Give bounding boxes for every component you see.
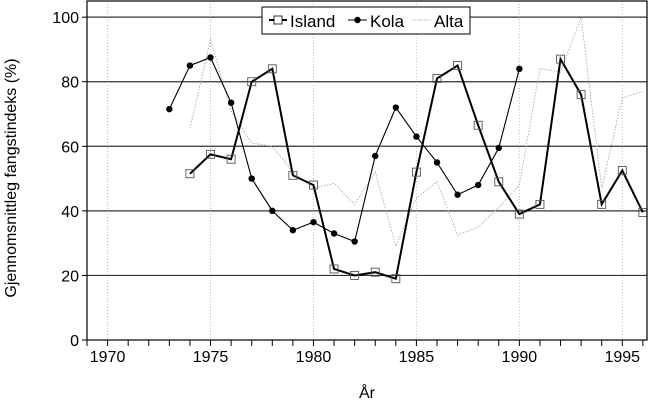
plot-frame [86, 0, 648, 341]
island-point [206, 149, 215, 159]
kola-point [186, 62, 194, 69]
kola-point [289, 227, 297, 234]
island-point [185, 169, 195, 179]
island-point [370, 267, 380, 277]
kola-point [310, 218, 317, 226]
y-tick-label: 0 [70, 333, 79, 350]
x-tick-label: 1975 [193, 349, 229, 366]
island-point [556, 54, 565, 64]
legend-kola-label: Kola [370, 12, 405, 31]
island-point [473, 120, 483, 130]
axes: 0 20 40 60 80 100 1970 1975 1980 1985 1990 1995 [52, 10, 644, 366]
y-tick-label: 40 [61, 204, 79, 221]
x-tick-label: 1990 [502, 349, 538, 366]
kola-point [330, 230, 338, 237]
y-tick-label: 20 [61, 268, 79, 285]
grid [87, 1, 647, 340]
island-point [453, 61, 463, 71]
y-tick-label: 100 [52, 10, 79, 27]
series-group [166, 16, 648, 284]
kola-point [207, 54, 214, 61]
kola-point [516, 65, 523, 73]
island-point [535, 199, 545, 209]
island-point [617, 166, 627, 175]
series-alta-line [189, 16, 644, 248]
kola-point [269, 207, 276, 215]
y-axis-label: Gjennomsnittleg fangstindeks (%) [3, 58, 20, 297]
kola-point [433, 159, 441, 166]
island-point [597, 199, 607, 209]
kola-point [372, 152, 379, 160]
legend-island-label: Island [290, 12, 335, 31]
island-point [288, 170, 298, 180]
legend-alta-label: Alta [434, 12, 464, 31]
legend-island-marker [273, 15, 283, 25]
kola-point [227, 99, 235, 106]
x-tick-label: 1970 [90, 349, 126, 366]
y-tick-label: 80 [61, 75, 79, 92]
x-axis-label: År [359, 383, 376, 402]
kola-point [166, 105, 173, 113]
kola-point [454, 191, 461, 198]
kola-point [248, 175, 255, 182]
island-point [226, 154, 236, 164]
series-island-line [189, 56, 644, 280]
island-point [494, 177, 504, 187]
x-tick-label: 1995 [604, 349, 640, 366]
x-tick-label: 1985 [399, 349, 435, 366]
island-point [432, 74, 442, 83]
series-kola-line [168, 56, 520, 243]
island-point [411, 167, 421, 177]
island-point [514, 209, 524, 219]
island-point [350, 270, 360, 280]
island-point [247, 77, 257, 87]
x-tick-label: 1980 [296, 349, 332, 366]
island-point [309, 180, 318, 190]
legend: Island Kola Alta [261, 6, 471, 35]
kola-point [351, 238, 358, 245]
island-point [391, 274, 401, 284]
island-point [267, 64, 277, 74]
kola-point [392, 104, 400, 111]
y-tick-label: 60 [61, 139, 79, 156]
kola-point [474, 181, 482, 189]
kola-point [413, 133, 420, 140]
legend-kola-marker [354, 16, 361, 24]
island-point [576, 90, 586, 100]
island-point [329, 264, 339, 274]
kola-point [495, 144, 502, 152]
